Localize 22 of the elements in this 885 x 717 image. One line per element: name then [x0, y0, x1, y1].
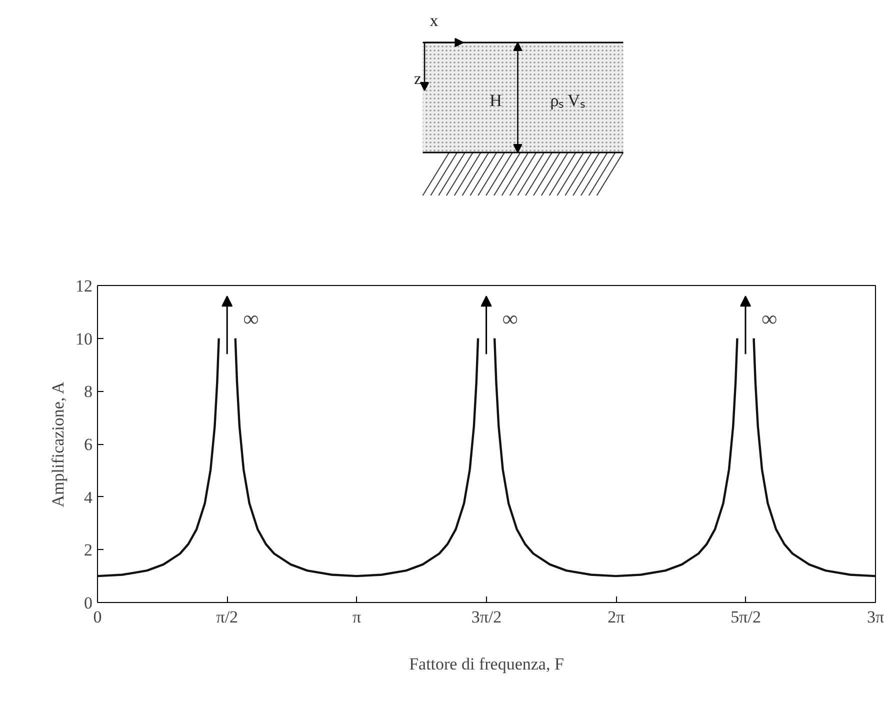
y-tick-label: 0: [84, 594, 92, 612]
annotation: ∞: [762, 306, 778, 331]
x-tick-label: π: [352, 608, 362, 626]
x-tick-label: π/2: [216, 608, 238, 626]
y-tick-label: 8: [84, 382, 92, 402]
x-tick-label: 3π/2: [471, 608, 502, 626]
annotation: ∞: [243, 306, 259, 331]
x-axis-title: Fattore di frequenza, F: [409, 654, 564, 674]
x-tick-label: 2π: [608, 608, 626, 626]
y-tick-label: 12: [76, 276, 92, 296]
text: H: [490, 91, 502, 110]
x-tick-label: 5π/2: [730, 608, 761, 626]
text: x: [430, 11, 439, 30]
y-tick-label: 2: [84, 540, 92, 560]
y-tick-label: 4: [84, 488, 93, 507]
annotation: ∞: [502, 306, 518, 331]
y-axis-title: Amplificazione, A: [48, 380, 68, 508]
text: ρₛ Vₛ: [550, 91, 585, 110]
x-tick-label: 3π: [866, 608, 884, 626]
y-tick-label: 10: [76, 329, 92, 348]
text: z: [414, 69, 422, 88]
y-tick-label: 6: [84, 435, 92, 454]
